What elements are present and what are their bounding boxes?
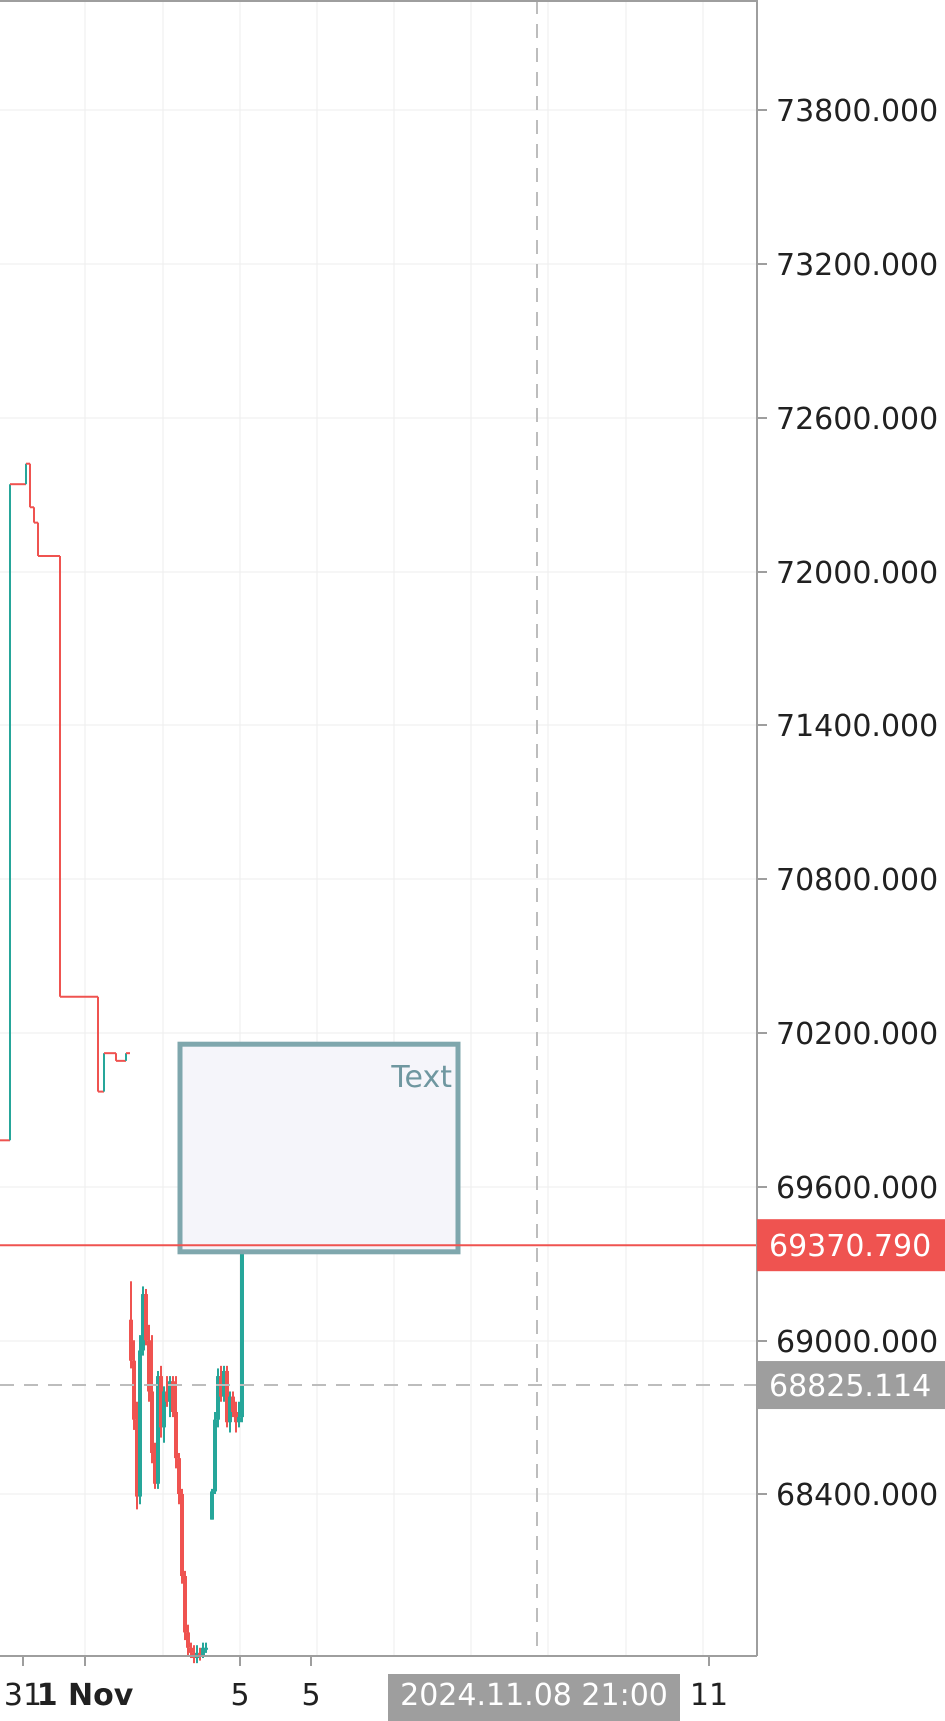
crosshair-time-label: 2024.11.08 21:00 <box>400 1678 668 1713</box>
price-tick-label: 70200.000 <box>776 1017 938 1052</box>
price-tick-label: 72600.000 <box>776 402 938 437</box>
time-tick-label: 5 <box>301 1678 320 1713</box>
candle-body <box>222 1370 226 1397</box>
candle-body <box>231 1396 235 1412</box>
candle-body <box>198 1652 202 1656</box>
candle-body <box>168 1381 172 1402</box>
crosshair-price-label: 68825.114 <box>769 1369 931 1404</box>
annotation-box-text: Text <box>390 1060 452 1095</box>
candle-body <box>210 1491 214 1520</box>
price-tick-label: 73200.000 <box>776 248 938 283</box>
candle-body <box>237 1417 241 1423</box>
candle-body <box>129 1319 133 1361</box>
candle-body <box>228 1396 232 1423</box>
candle-body <box>177 1458 181 1494</box>
candle-body <box>171 1381 175 1412</box>
candle-body <box>201 1647 205 1656</box>
candle-body <box>204 1647 208 1650</box>
time-tick-label: 11 <box>690 1678 728 1713</box>
candle-body <box>213 1419 217 1492</box>
candle-body <box>186 1632 190 1648</box>
time-tick-label: 5 <box>230 1678 249 1713</box>
candle-body <box>138 1350 142 1497</box>
candle-body <box>183 1576 187 1633</box>
price-tick-label: 69000.000 <box>776 1325 938 1360</box>
candle-body <box>153 1452 157 1484</box>
price-tick-label: 69600.000 <box>776 1171 938 1206</box>
candle-body <box>135 1419 139 1497</box>
price-tick-label: 68400.000 <box>776 1478 938 1513</box>
candle-body <box>234 1411 238 1423</box>
grid-layer <box>0 0 757 1656</box>
candle-body <box>189 1647 193 1653</box>
overlay-layer: Text <box>0 0 757 1656</box>
candle-layer <box>129 1227 244 1664</box>
candle-body <box>174 1411 178 1459</box>
price-path-layer <box>0 462 130 1142</box>
candle-body <box>180 1494 184 1577</box>
candle-body <box>141 1294 145 1351</box>
candle-body <box>216 1376 220 1420</box>
last-price-label: 69370.790 <box>769 1229 931 1264</box>
candle-body <box>156 1376 160 1484</box>
time-tick-label: 31 <box>4 1678 42 1713</box>
candle-body <box>219 1376 223 1397</box>
candle-body <box>165 1391 169 1402</box>
candle-body <box>159 1376 163 1428</box>
candle-body <box>147 1340 151 1392</box>
candle-body <box>150 1391 154 1453</box>
price-tick-label: 72000.000 <box>776 556 938 591</box>
price-tick-label: 70800.000 <box>776 863 938 898</box>
price-tick-label: 71400.000 <box>776 709 938 744</box>
crosshair-time-label-bg <box>388 1674 680 1721</box>
candle-body <box>225 1370 229 1423</box>
crosshair-price-label-bg <box>757 1361 945 1410</box>
candle-body <box>132 1360 136 1420</box>
last-price-label-bg <box>757 1219 945 1272</box>
candle-body <box>240 1240 244 1418</box>
candle-body <box>162 1391 166 1428</box>
price-tick-label: 73800.000 <box>776 94 938 129</box>
time-tick-label: 1 Nov <box>37 1678 134 1713</box>
candle-body <box>144 1294 148 1341</box>
annotation-box <box>177 1041 461 1255</box>
